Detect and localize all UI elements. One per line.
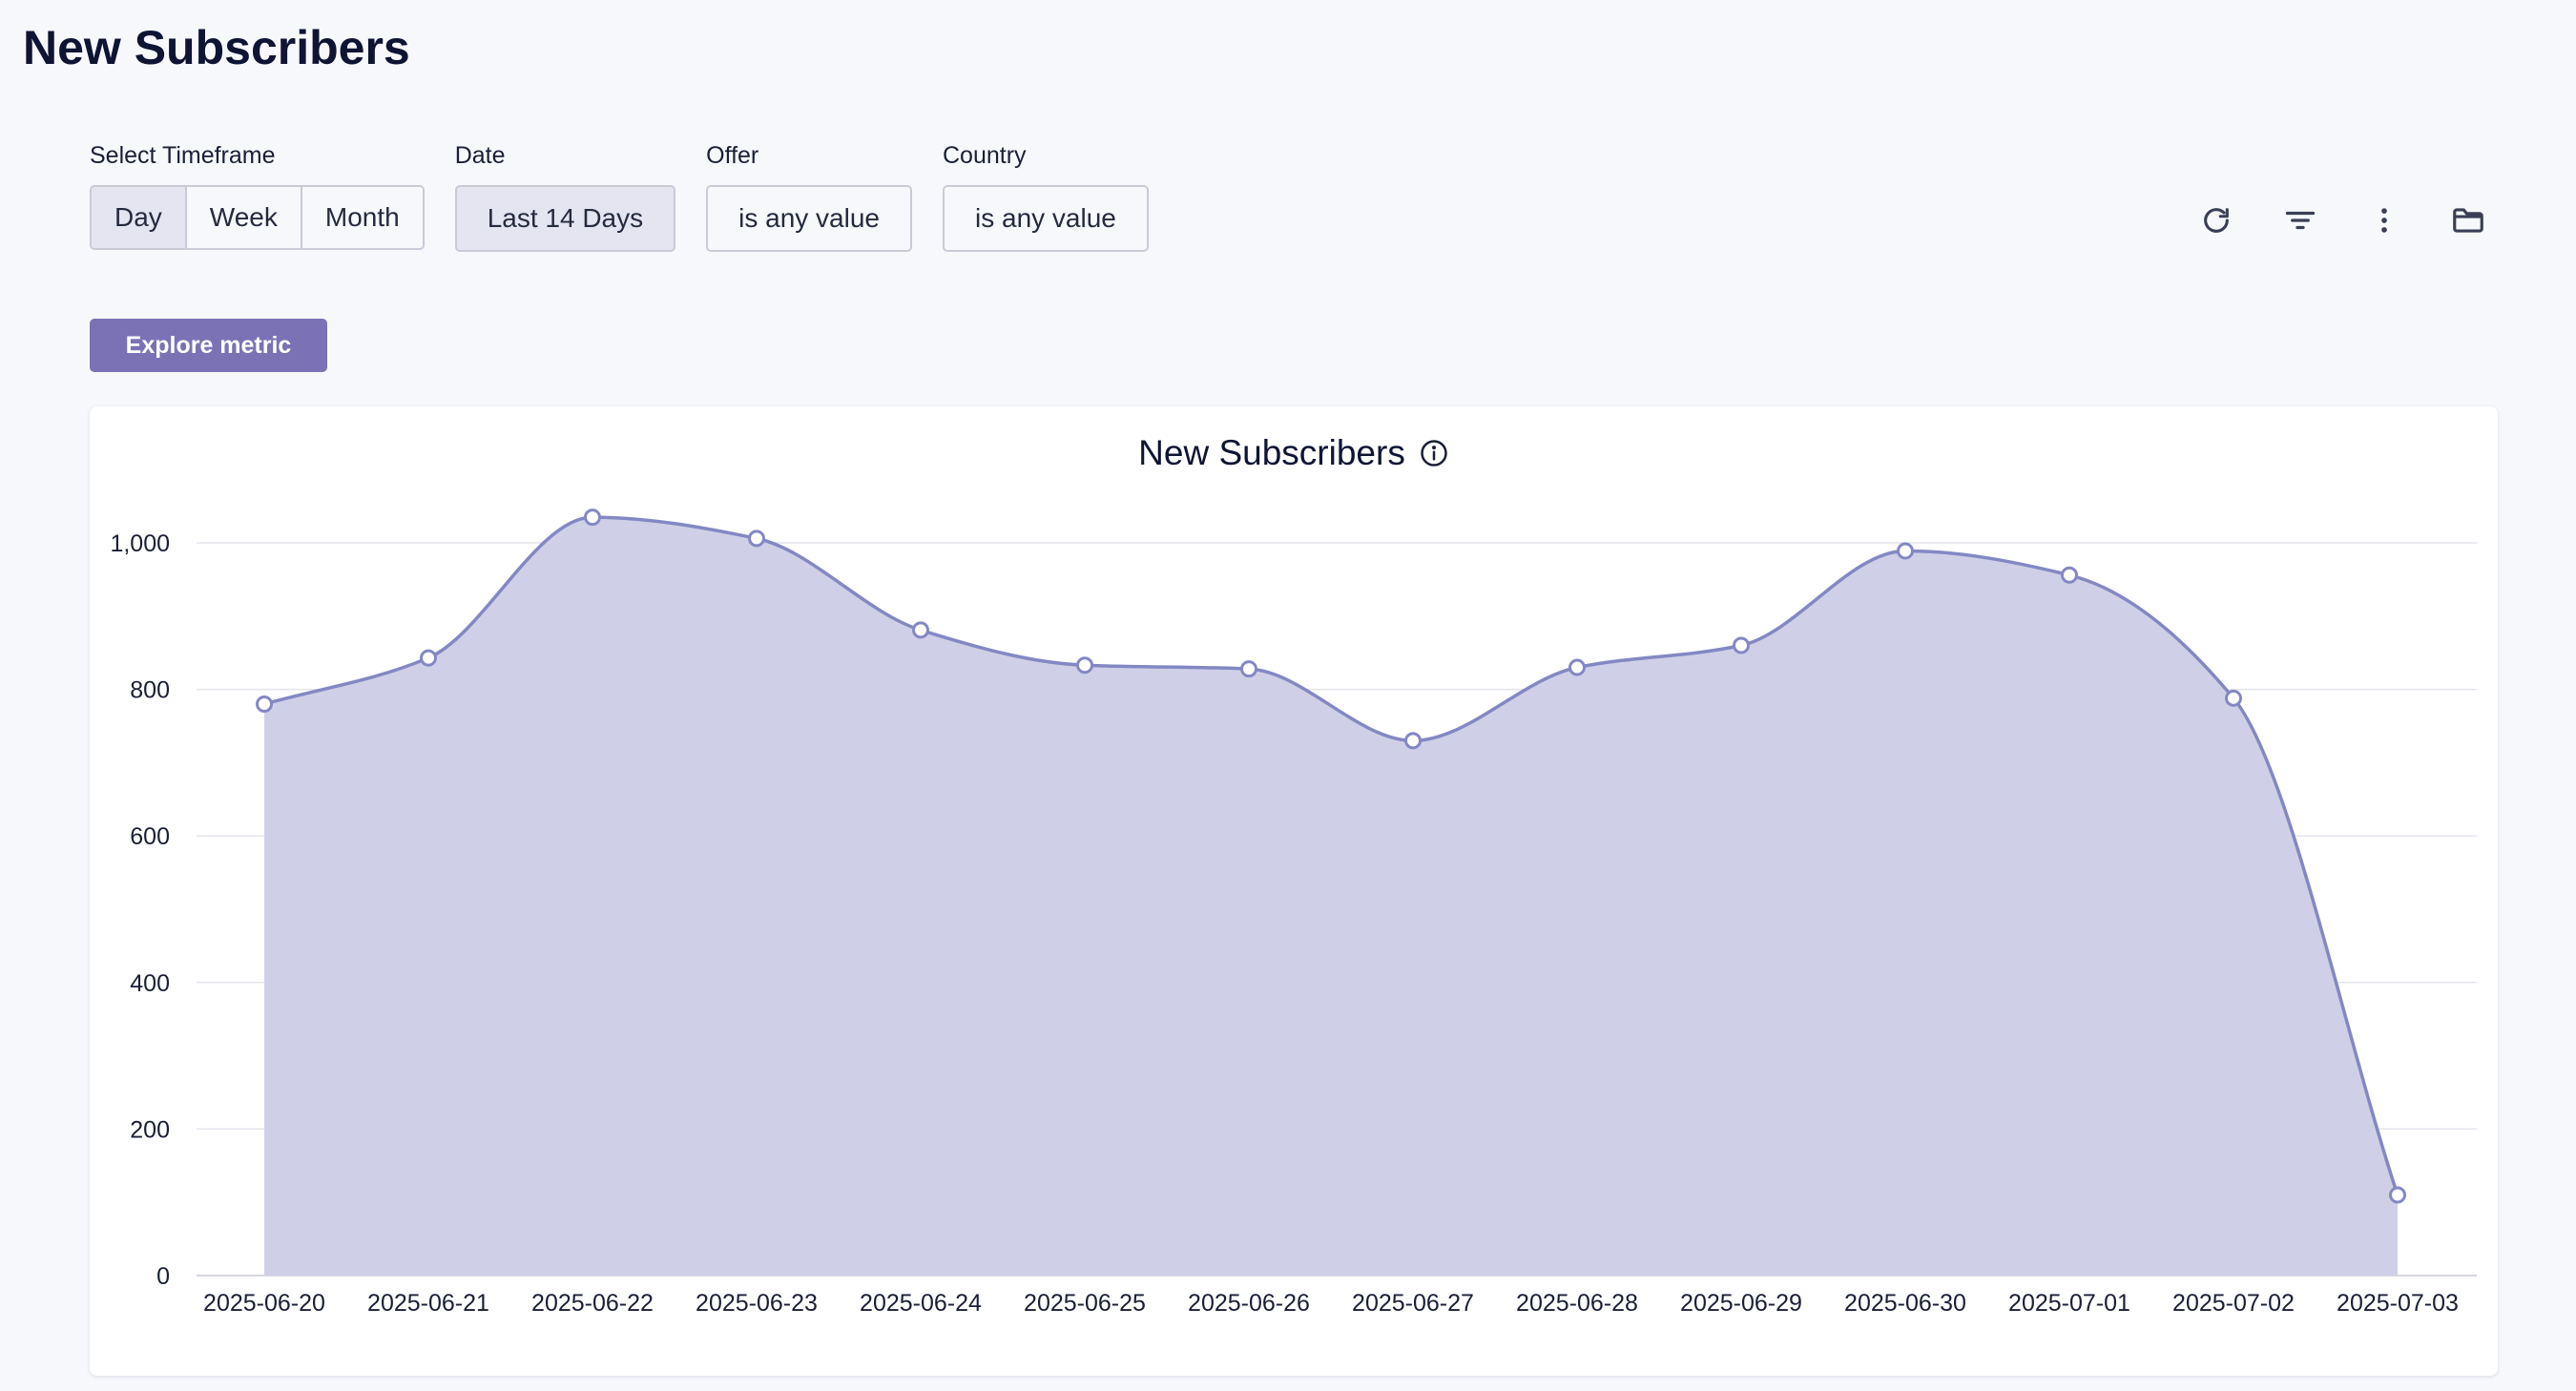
page-title: New Subscribers: [23, 21, 410, 74]
x-tick-label: 2025-06-21: [367, 1290, 489, 1317]
x-tick-label: 2025-06-30: [1844, 1290, 1966, 1317]
timeframe-month-button[interactable]: Month: [301, 187, 423, 248]
filter-icon[interactable]: [2275, 195, 2326, 246]
x-tick-label: 2025-06-27: [1352, 1290, 1474, 1317]
timeframe-day-button[interactable]: Day: [92, 187, 187, 248]
x-tick-label: 2025-06-29: [1680, 1290, 1802, 1317]
timeframe-label: Select Timeframe: [90, 142, 276, 169]
explore-metric-button[interactable]: Explore metric: [90, 319, 327, 372]
more-vertical-icon[interactable]: [2358, 195, 2410, 246]
folder-icon[interactable]: [2442, 195, 2494, 246]
x-tick-label: 2025-07-02: [2172, 1290, 2295, 1317]
x-tick-label: 2025-06-24: [860, 1290, 982, 1317]
data-point: [1568, 658, 1586, 676]
timeframe-segmented-control: Day Week Month: [90, 185, 425, 250]
data-point: [584, 509, 601, 527]
x-tick-label: 2025-07-01: [2008, 1290, 2130, 1317]
data-point: [2389, 1186, 2406, 1204]
x-tick-label: 2025-07-03: [2337, 1290, 2459, 1317]
data-point: [912, 621, 929, 639]
y-tick-label: 800: [130, 677, 170, 704]
date-filter: Date Last 14 Days: [454, 141, 676, 252]
country-label: Country: [943, 142, 1027, 169]
date-label: Date: [454, 142, 506, 169]
refresh-icon[interactable]: [2191, 195, 2242, 246]
data-point: [748, 529, 765, 548]
data-point: [1733, 636, 1750, 654]
filter-bar: Select Timeframe Day Week Month Date Las…: [90, 141, 1179, 252]
x-tick-label: 2025-06-26: [1188, 1290, 1310, 1317]
data-point: [1076, 656, 1093, 675]
timeframe-filter: Select Timeframe Day Week Month: [90, 141, 425, 250]
y-tick-label: 600: [130, 823, 170, 850]
area-chart: 0 200 400 600 800 1,000 2025-06-20 2025-06-21 20…: [110, 509, 2477, 1317]
chart-title: New Subscribers: [1138, 433, 1405, 472]
x-tick-label: 2025-06-22: [531, 1290, 654, 1317]
dashboard-toolbar: [2191, 195, 2494, 246]
info-icon[interactable]: [1419, 438, 1449, 468]
timeframe-week-button[interactable]: Week: [186, 187, 302, 248]
country-filter-button[interactable]: is any value: [943, 185, 1149, 252]
data-point: [1404, 732, 1422, 750]
x-tick-label: 2025-06-23: [696, 1290, 818, 1317]
chart-header: New Subscribers: [90, 429, 2498, 477]
offer-label: Offer: [706, 142, 759, 169]
y-tick-label: 0: [156, 1263, 170, 1290]
data-point: [420, 649, 437, 667]
chart-card: New Subscribers 0 200 400 600 800 1,000 2025-0…: [90, 406, 2498, 1376]
data-point: [2061, 566, 2078, 584]
country-filter: Country is any value: [943, 141, 1149, 252]
offer-filter: Offer is any value: [706, 141, 912, 252]
date-filter-button[interactable]: Last 14 Days: [454, 185, 676, 252]
x-tick-label: 2025-06-20: [203, 1290, 325, 1317]
data-point: [1897, 542, 1914, 560]
data-point: [256, 695, 273, 713]
data-point: [2225, 689, 2242, 707]
offer-filter-button[interactable]: is any value: [706, 185, 912, 252]
y-tick-label: 200: [130, 1116, 170, 1143]
data-point: [1240, 660, 1257, 678]
x-tick-label: 2025-06-28: [1516, 1290, 1638, 1317]
y-tick-label: 400: [130, 970, 170, 997]
series-area: [264, 517, 2398, 1276]
series-line: [263, 515, 2399, 1196]
y-tick-label: 1,000: [110, 530, 170, 557]
x-tick-label: 2025-06-25: [1024, 1290, 1146, 1317]
